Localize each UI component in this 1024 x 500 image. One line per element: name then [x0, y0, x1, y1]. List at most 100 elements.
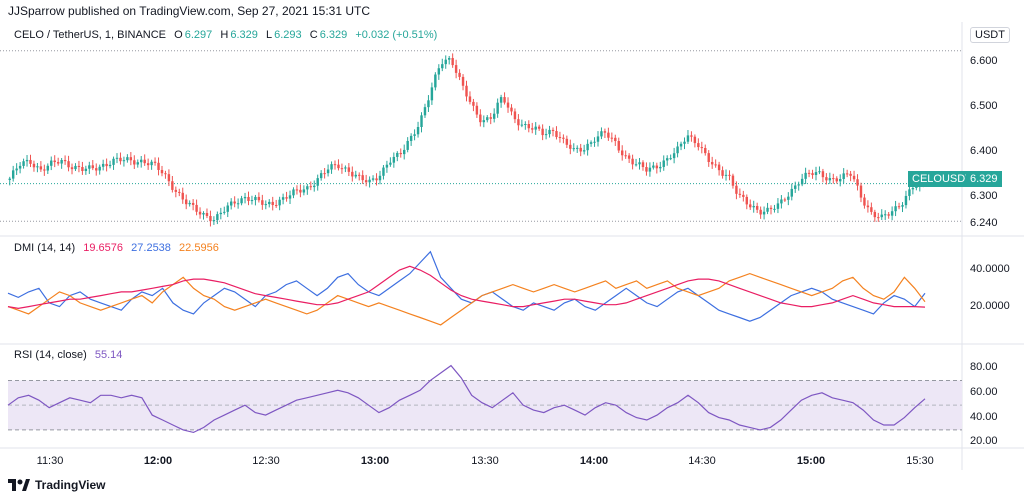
candle-body	[437, 68, 441, 75]
candle-body	[672, 153, 676, 159]
candle-body	[479, 114, 482, 123]
candle-body	[133, 160, 136, 165]
candle-body	[195, 204, 198, 212]
candle-body	[243, 196, 247, 199]
candle-body	[50, 160, 53, 166]
candle-body	[11, 170, 15, 179]
candle-body	[351, 171, 354, 177]
candle-body	[67, 161, 70, 168]
candle-body	[416, 127, 420, 135]
candle-body	[811, 173, 814, 176]
candle-body	[593, 141, 596, 143]
candle-body	[617, 141, 620, 151]
candle-body	[555, 131, 558, 138]
candle-body	[119, 157, 122, 162]
candle-body	[371, 178, 375, 180]
rsi-tick-label: 40.00	[970, 410, 998, 423]
candle-body	[576, 147, 579, 149]
candle-body	[337, 164, 340, 169]
candle-body	[794, 185, 797, 189]
time-tick-label: 14:00	[579, 455, 609, 467]
candle-body	[589, 142, 593, 144]
candle-body	[648, 167, 652, 172]
candle-body	[8, 178, 11, 180]
candle-body	[548, 129, 551, 135]
candle-body	[839, 178, 842, 182]
tradingview-logo[interactable]: TradingView	[8, 478, 105, 492]
candle-body	[299, 189, 302, 193]
candle-body	[458, 72, 461, 77]
candle-body	[441, 64, 444, 69]
candle-body	[261, 200, 264, 205]
candle-body	[721, 170, 724, 176]
candle-body	[236, 203, 240, 205]
candle-body	[240, 198, 243, 204]
candle-body	[319, 173, 323, 179]
candle-body	[517, 119, 520, 126]
rsi-label[interactable]: RSI (14, close)	[14, 349, 87, 361]
dmi-label[interactable]: DMI (14, 14)	[14, 242, 76, 254]
candle-body	[880, 214, 883, 218]
candle-body	[527, 124, 530, 129]
candle-body	[250, 200, 254, 202]
candle-body	[828, 178, 832, 181]
candle-body	[835, 178, 838, 182]
candle-body	[427, 100, 430, 108]
candle-body	[707, 153, 710, 162]
candle-body	[849, 173, 852, 176]
dmi-tick-label: 40.0000	[970, 262, 1010, 275]
candle-body	[562, 137, 565, 139]
rsi-value: 55.14	[94, 349, 123, 361]
candle-body	[63, 160, 67, 162]
candle-body	[160, 169, 164, 174]
candle-body	[354, 174, 357, 177]
rsi-tick-label: 60.00	[970, 385, 998, 398]
candle-body	[496, 102, 499, 114]
candle-body	[655, 165, 659, 169]
candle-body	[534, 126, 537, 130]
candle-body	[669, 158, 672, 160]
candle-body	[482, 120, 486, 123]
candle-body	[804, 172, 807, 179]
candle-body	[202, 212, 205, 215]
candle-body	[122, 160, 126, 162]
currency-button[interactable]: USDT	[970, 27, 1010, 43]
candle-body	[108, 164, 112, 167]
candle-body	[904, 195, 908, 206]
candle-body	[780, 199, 783, 204]
plus-di-line	[7, 250, 926, 322]
symbol-title[interactable]: CELO / TetherUS, 1, BINANCE	[14, 29, 167, 41]
candle-body	[274, 205, 278, 207]
candle-body	[492, 113, 496, 119]
candle-body	[472, 101, 475, 106]
price-tick-label: 6.500	[970, 99, 998, 112]
candle-body	[825, 177, 828, 181]
candle-body	[461, 76, 465, 86]
candle-body	[676, 146, 679, 154]
candle-body	[447, 58, 451, 60]
candle-body	[81, 167, 84, 172]
candle-body	[361, 175, 364, 181]
candle-body	[565, 138, 569, 145]
candle-body	[863, 197, 866, 206]
candle-body	[569, 144, 572, 149]
candle-body	[326, 169, 330, 174]
candle-body	[191, 202, 195, 205]
candle-body	[330, 164, 333, 170]
candle-body	[468, 96, 472, 102]
candle-body	[233, 201, 236, 204]
candle-body	[216, 214, 219, 221]
candle-body	[313, 185, 316, 188]
candle-body	[153, 161, 157, 163]
candle-body	[544, 134, 548, 136]
candle-body	[257, 196, 261, 201]
candle-body	[15, 168, 18, 171]
candle-body	[347, 167, 351, 172]
candle-body	[95, 168, 98, 171]
candle-body	[690, 135, 693, 137]
price-tick-label: 6.300	[970, 189, 998, 202]
candle-body	[25, 159, 29, 162]
minus-di-line	[7, 272, 926, 326]
